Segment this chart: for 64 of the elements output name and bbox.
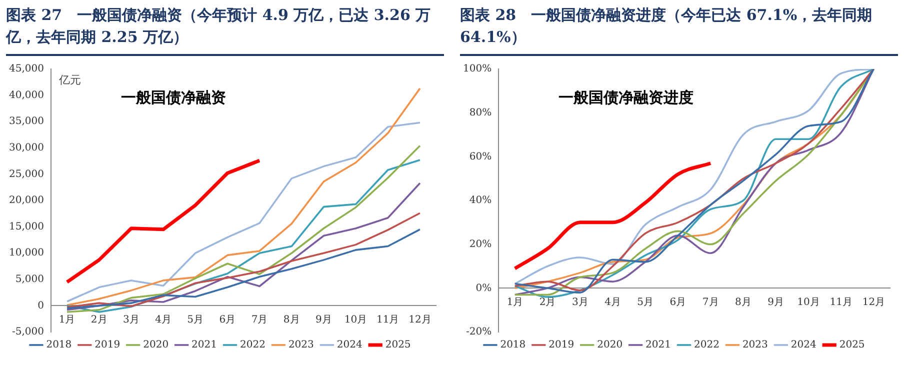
x-tick-label: 12月	[862, 296, 886, 308]
legend-label: 2018	[46, 340, 72, 351]
x-tick-label: 9月	[768, 296, 784, 308]
legend-label: 2020	[597, 340, 623, 351]
x-tick-label: 2月	[539, 296, 556, 308]
legend-label: 2021	[646, 340, 672, 351]
legend-label: 2020	[143, 340, 169, 351]
chart-title: 图表 28 一般国债净融资进度（今年已达 67.1%，去年同期 64.1%）	[460, 4, 898, 56]
x-tick-label: 9月	[316, 314, 332, 326]
x-tick-label: 6月	[670, 296, 686, 308]
y-tick-label: -20%	[466, 326, 492, 338]
line-series	[513, 161, 712, 270]
legend-label: 2024	[336, 340, 362, 351]
y-tick-label: 0	[38, 300, 44, 312]
y-tick-label: -5,000	[12, 326, 44, 338]
y-tick-label: 20%	[469, 238, 492, 250]
y-tick-label: 40%	[469, 195, 492, 206]
x-tick-label: 12月	[408, 314, 432, 326]
y-tick-label: 15,000	[8, 221, 44, 232]
y-tick-label: 20,000	[8, 195, 44, 206]
legend-label: 2024	[790, 340, 816, 351]
y-tick-label: 40,000	[8, 90, 44, 101]
x-tick-label: 1月	[506, 296, 524, 308]
x-tick-label: 8月	[283, 314, 300, 326]
y-tick-label: 80%	[469, 107, 492, 118]
x-tick-label: 4月	[155, 314, 172, 326]
x-tick-label: 11月	[830, 296, 852, 308]
x-tick-label: 10月	[344, 314, 368, 326]
legend-label: 2022	[240, 340, 266, 351]
x-tick-label: 2月	[90, 314, 108, 326]
y-tick-label: 45,000	[8, 64, 44, 75]
x-tick-label: 10月	[797, 296, 820, 308]
x-tick-label: 4月	[604, 296, 621, 308]
legend-label: 2018	[500, 340, 526, 351]
x-tick-label: 3月	[123, 314, 140, 326]
legend-label: 2025	[839, 340, 865, 351]
annotation: 一般国债净融资	[120, 88, 226, 106]
x-tick-label: 3月	[572, 296, 588, 308]
legend-label: 2019	[548, 340, 574, 351]
x-tick-label: 8月	[735, 296, 752, 308]
y-tick-label: 100%	[462, 64, 492, 75]
legend-label: 2023	[288, 340, 314, 351]
x-tick-label: 6月	[219, 314, 236, 326]
legend-label: 2019	[94, 340, 120, 351]
chart-title: 图表 27 一般国债净融资（今年预计 4.9 万亿，已达 3.26 万亿，去年同期 2.25 万亿）	[6, 4, 444, 56]
y-tick-label: 35,000	[8, 116, 44, 128]
x-tick-label: 5月	[187, 314, 204, 326]
y-tick-label: 0%	[476, 282, 492, 294]
legend-label: 2025	[385, 340, 411, 351]
legend-label: 2023	[742, 340, 768, 351]
legend-label: 2021	[192, 340, 218, 351]
y-tick-label: 30,000	[8, 142, 44, 154]
y-tick-label: 60%	[469, 151, 492, 162]
x-tick-label: 5月	[637, 296, 654, 308]
y-axis-title: 亿元	[58, 73, 81, 86]
x-tick-label: 11月	[376, 314, 400, 326]
annotation: 一般国债净融资进度	[558, 88, 694, 106]
x-tick-label: 7月	[251, 314, 268, 326]
y-tick-label: 5,000	[15, 274, 44, 285]
y-tick-label: 10,000	[8, 248, 44, 259]
x-tick-label: 7月	[702, 296, 719, 308]
x-tick-label: 1月	[58, 314, 76, 326]
y-tick-label: 25,000	[8, 168, 44, 180]
legend-label: 2022	[694, 340, 720, 351]
